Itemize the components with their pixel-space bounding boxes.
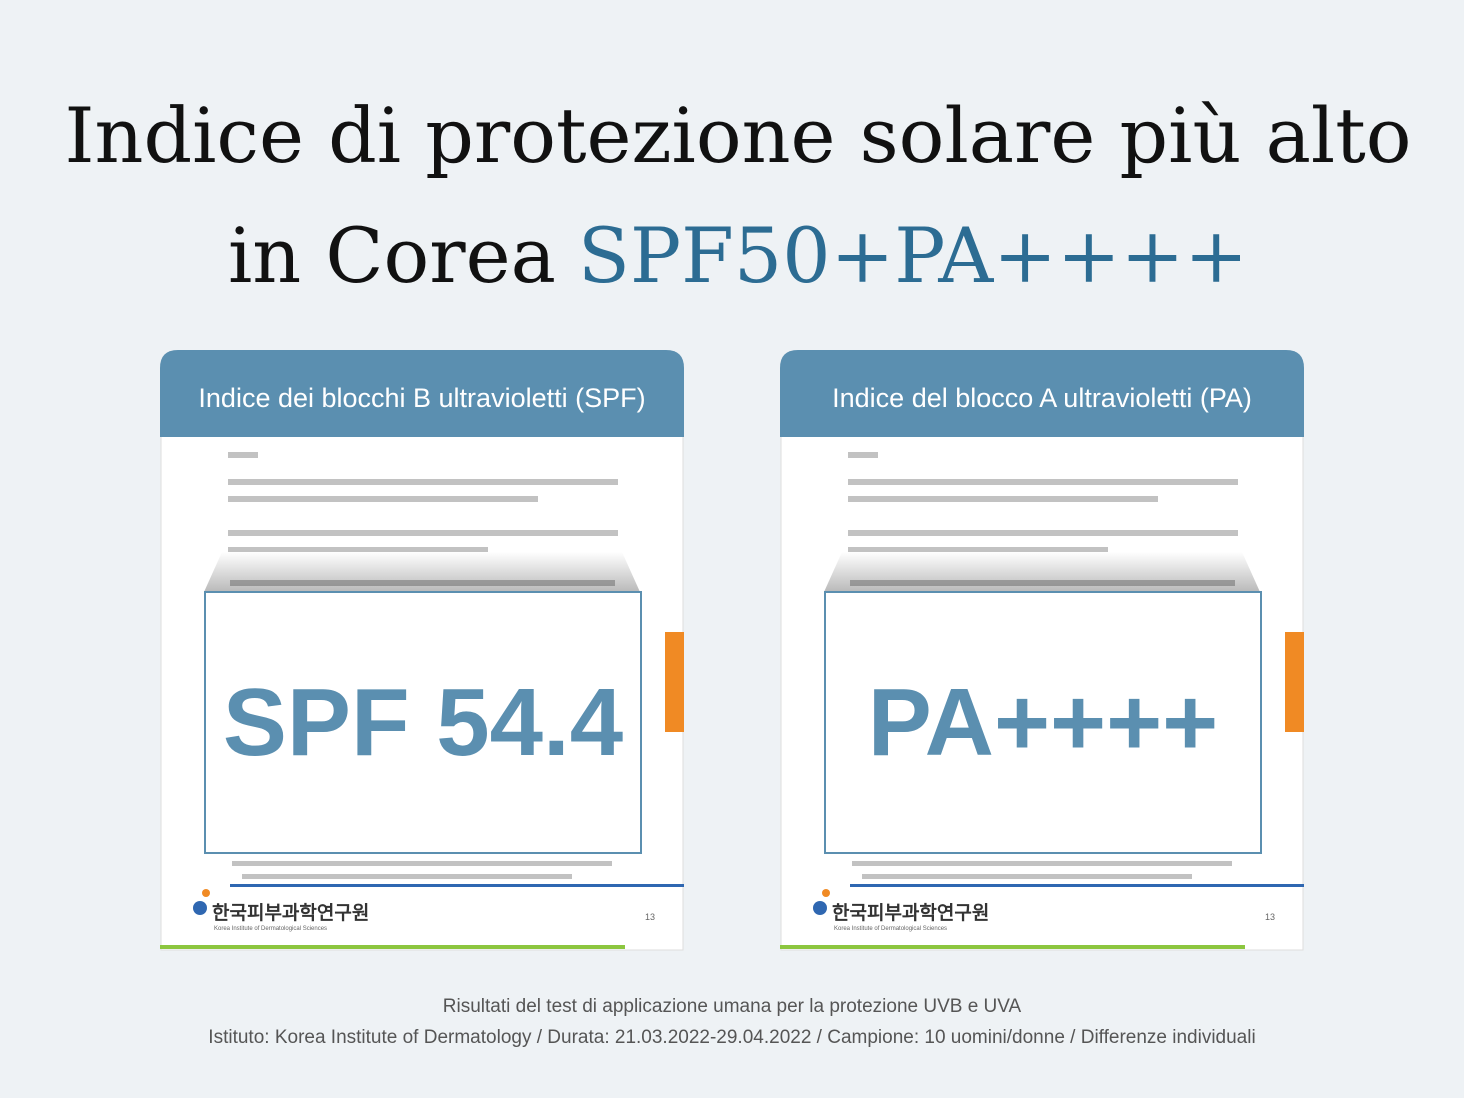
blurred-text bbox=[230, 580, 615, 586]
blurred-text bbox=[850, 580, 1235, 586]
blurred-text bbox=[228, 530, 618, 536]
result-box bbox=[204, 591, 642, 854]
blurred-text bbox=[848, 496, 1158, 502]
title-line1: Indice di protezione solare più alto bbox=[65, 91, 1412, 180]
page-number: 13 bbox=[1265, 912, 1275, 922]
blurred-text bbox=[232, 861, 612, 866]
institute-logo: 한국피부과학연구원 bbox=[832, 902, 989, 924]
title-highlight: SPF50+PA++++ bbox=[578, 211, 1248, 300]
blurred-text bbox=[848, 479, 1238, 485]
logo-mark bbox=[822, 889, 830, 897]
orange-tab bbox=[1285, 632, 1304, 732]
logo-mark bbox=[202, 889, 210, 897]
blurred-text bbox=[228, 547, 488, 553]
blurred-text bbox=[228, 452, 258, 458]
institute-name: Korea Institute of Dermatological Scienc… bbox=[214, 926, 327, 932]
institute-name: Korea Institute of Dermatological Scienc… bbox=[834, 926, 947, 932]
logo-mark bbox=[813, 901, 827, 915]
card-heading: Indice dei blocchi B ultravioletti (SPF) bbox=[198, 383, 645, 413]
blurred-text bbox=[242, 874, 572, 879]
blue-rule bbox=[850, 884, 1304, 887]
title-text: in Corea bbox=[228, 211, 556, 300]
blurred-text bbox=[848, 452, 878, 458]
result-box bbox=[824, 591, 1262, 854]
result-value: PA++++ bbox=[868, 669, 1218, 776]
blurred-text bbox=[852, 861, 1232, 866]
green-rule bbox=[780, 945, 1245, 949]
green-rule bbox=[160, 945, 625, 949]
card-header bbox=[160, 350, 684, 437]
blurred-text bbox=[848, 530, 1238, 536]
blurred-text bbox=[848, 547, 1108, 553]
blue-rule bbox=[230, 884, 684, 887]
card-heading: Indice del blocco A ultravioletti (PA) bbox=[832, 383, 1252, 413]
page-number: 13 bbox=[645, 912, 655, 922]
orange-tab bbox=[665, 632, 684, 732]
blurred-text bbox=[228, 496, 538, 502]
logo-mark bbox=[193, 901, 207, 915]
institute-logo: 한국피부과학연구원 bbox=[212, 902, 369, 924]
blurred-text bbox=[862, 874, 1192, 879]
footnote: Istituto: Korea Institute of Dermatology… bbox=[208, 1027, 1255, 1048]
title-line2: in Corea SPF50+PA++++ bbox=[228, 211, 1248, 300]
blurred-text bbox=[228, 479, 618, 485]
card-header bbox=[780, 350, 1304, 437]
footnote: Risultati del test di applicazione umana… bbox=[443, 996, 1022, 1017]
result-value: SPF 54.4 bbox=[223, 669, 623, 776]
